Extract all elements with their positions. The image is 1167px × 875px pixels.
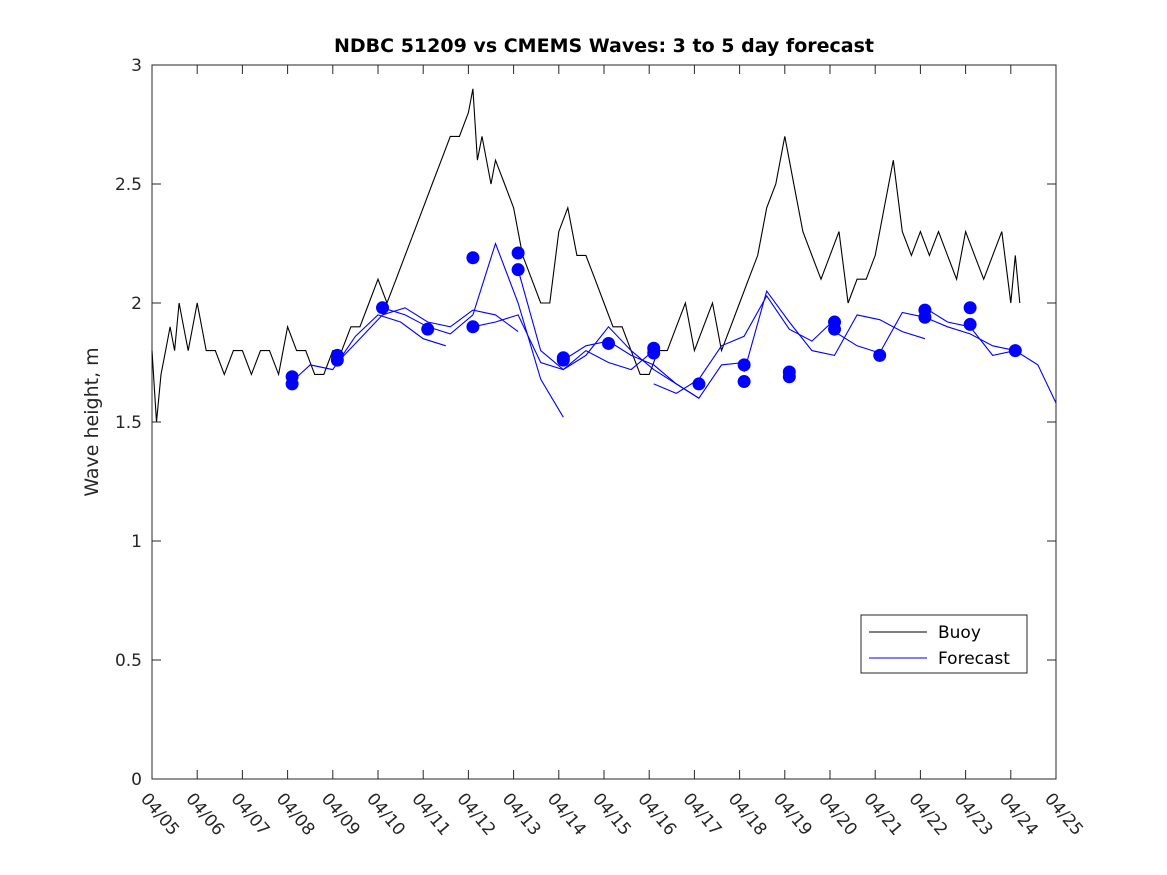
- x-tick-label: 04/15: [588, 789, 635, 839]
- forecast-marker: [963, 317, 977, 331]
- forecast-line: [924, 307, 1057, 404]
- x-tick-label: 04/07: [227, 789, 274, 839]
- y-tick-label: 2.5: [115, 175, 142, 195]
- series-layer: [151, 88, 1057, 423]
- x-tick-label: 04/23: [950, 789, 997, 839]
- forecast-marker: [511, 246, 525, 260]
- x-tick-label: 04/13: [498, 789, 545, 839]
- x-tick-label: 04/24: [995, 789, 1042, 839]
- x-tick-label: 04/14: [543, 789, 590, 839]
- forecast-marker: [782, 370, 796, 384]
- x-tick-label: 04/11: [407, 789, 454, 839]
- forecast-line: [291, 314, 446, 382]
- forecast-marker: [421, 322, 435, 336]
- y-tick-label: 0.5: [115, 651, 142, 671]
- forecast-marker: [692, 377, 706, 391]
- legend-box: [860, 614, 1028, 674]
- forecast-marker: [1008, 344, 1022, 358]
- forecast-marker: [511, 263, 525, 277]
- forecast-marker: [466, 251, 480, 265]
- x-tick-label: 04/16: [633, 789, 680, 839]
- legend: Buoy Forecast: [860, 614, 1028, 674]
- forecast-marker: [828, 322, 842, 336]
- buoy-line: [151, 88, 1021, 423]
- forecast-line: [517, 269, 700, 399]
- forecast-marker: [556, 353, 570, 367]
- x-tick-label: 04/09: [317, 789, 364, 839]
- forecast-marker: [285, 377, 299, 391]
- x-tick-label: 04/21: [859, 789, 906, 839]
- x-tick-label: 04/08: [272, 789, 319, 839]
- forecast-marker: [873, 348, 887, 362]
- x-tick-label: 04/18: [724, 789, 771, 839]
- x-tick-label: 04/22: [905, 789, 952, 839]
- y-tick-label: 1: [131, 532, 142, 552]
- y-tick-label: 0: [131, 770, 142, 790]
- forecast-marker: [376, 301, 390, 315]
- forecast-line: [336, 307, 519, 363]
- x-tick-label: 04/20: [814, 789, 861, 839]
- forecast-marker: [963, 301, 977, 315]
- y-tick-label: 1.5: [115, 413, 142, 433]
- x-tick-label: 04/25: [1040, 789, 1087, 839]
- forecast-marker: [737, 358, 751, 372]
- x-tick-label: 04/10: [362, 789, 409, 839]
- forecast-marker: [466, 320, 480, 334]
- x-tick-label: 04/17: [679, 789, 726, 839]
- forecast-line: [382, 241, 564, 418]
- chart-title: NDBC 51209 vs CMEMS Waves: 3 to 5 day fo…: [334, 35, 874, 57]
- forecast-marker: [602, 336, 616, 350]
- y-tick-label: 3: [131, 56, 142, 76]
- x-tick-label: 04/06: [181, 789, 228, 839]
- forecast-marker: [647, 346, 661, 360]
- forecast-line: [653, 294, 835, 395]
- forecast-line: [563, 340, 745, 399]
- y-tick-label: 2: [131, 294, 142, 314]
- legend-forecast-label: Forecast: [938, 649, 1010, 669]
- forecast-marker: [918, 310, 932, 324]
- forecast-line: [743, 289, 926, 373]
- legend-buoy-label: Buoy: [938, 623, 981, 643]
- y-axis-label: Wave height, m: [81, 347, 103, 496]
- forecast-marker: [737, 375, 751, 389]
- x-tick-label: 04/05: [136, 789, 183, 839]
- forecast-marker: [330, 348, 344, 362]
- x-tick-label: 04/19: [769, 789, 816, 839]
- x-tick-label: 04/12: [453, 789, 500, 839]
